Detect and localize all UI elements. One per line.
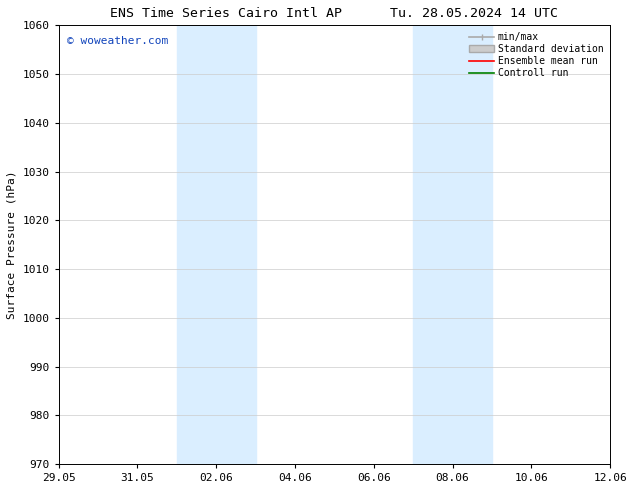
Y-axis label: Surface Pressure (hPa): Surface Pressure (hPa) <box>7 171 17 319</box>
Bar <box>413 25 492 464</box>
Title: ENS Time Series Cairo Intl AP      Tu. 28.05.2024 14 UTC: ENS Time Series Cairo Intl AP Tu. 28.05.… <box>110 7 559 20</box>
Text: © woweather.com: © woweather.com <box>67 36 168 46</box>
Legend: min/max, Standard deviation, Ensemble mean run, Controll run: min/max, Standard deviation, Ensemble me… <box>465 28 607 82</box>
Bar <box>177 25 256 464</box>
